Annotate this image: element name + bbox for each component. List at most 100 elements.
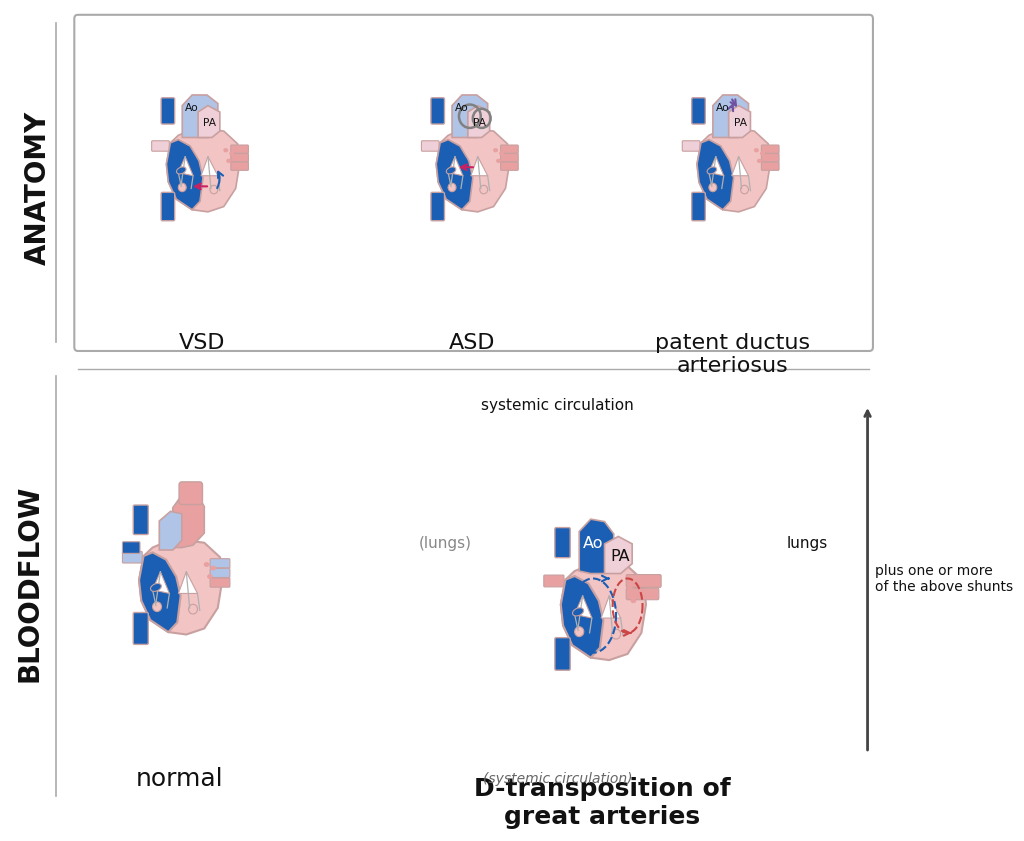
- Circle shape: [188, 605, 198, 614]
- Polygon shape: [697, 140, 733, 209]
- Ellipse shape: [760, 151, 765, 156]
- FancyBboxPatch shape: [692, 98, 706, 124]
- Ellipse shape: [494, 148, 498, 152]
- Text: D-transposition of
great arteries: D-transposition of great arteries: [474, 777, 730, 828]
- FancyBboxPatch shape: [762, 154, 779, 161]
- Polygon shape: [697, 129, 770, 212]
- Polygon shape: [713, 95, 749, 137]
- Circle shape: [709, 183, 717, 192]
- FancyBboxPatch shape: [230, 162, 249, 171]
- FancyBboxPatch shape: [230, 145, 249, 153]
- FancyBboxPatch shape: [762, 162, 779, 171]
- Polygon shape: [201, 156, 218, 176]
- Ellipse shape: [207, 574, 213, 579]
- FancyBboxPatch shape: [422, 140, 439, 151]
- FancyBboxPatch shape: [501, 154, 518, 161]
- Ellipse shape: [572, 608, 584, 616]
- FancyBboxPatch shape: [501, 162, 518, 171]
- FancyBboxPatch shape: [161, 193, 175, 220]
- Polygon shape: [436, 140, 473, 209]
- Text: Ao: Ao: [185, 103, 199, 113]
- Text: (systemic circulation): (systemic circulation): [482, 772, 632, 786]
- FancyBboxPatch shape: [762, 145, 779, 153]
- FancyBboxPatch shape: [627, 588, 658, 600]
- Polygon shape: [709, 156, 724, 176]
- Text: PA: PA: [473, 118, 486, 128]
- Ellipse shape: [627, 586, 633, 591]
- FancyBboxPatch shape: [555, 527, 570, 558]
- Ellipse shape: [631, 598, 636, 603]
- Polygon shape: [468, 106, 489, 137]
- Polygon shape: [449, 156, 463, 176]
- Polygon shape: [732, 156, 749, 176]
- FancyBboxPatch shape: [123, 542, 140, 553]
- Polygon shape: [173, 492, 204, 547]
- Polygon shape: [153, 572, 169, 594]
- Ellipse shape: [176, 167, 186, 174]
- Polygon shape: [580, 519, 613, 574]
- FancyBboxPatch shape: [210, 558, 230, 568]
- Polygon shape: [561, 576, 603, 658]
- Text: normal: normal: [136, 767, 223, 791]
- Circle shape: [611, 629, 621, 639]
- Ellipse shape: [757, 159, 762, 163]
- Polygon shape: [178, 156, 194, 176]
- Circle shape: [480, 185, 487, 193]
- Polygon shape: [604, 537, 632, 574]
- Polygon shape: [182, 95, 218, 137]
- Ellipse shape: [223, 148, 228, 152]
- Text: PA: PA: [611, 548, 631, 563]
- Circle shape: [574, 627, 584, 637]
- FancyBboxPatch shape: [682, 140, 700, 151]
- Ellipse shape: [708, 167, 717, 174]
- FancyBboxPatch shape: [133, 505, 148, 535]
- Polygon shape: [198, 106, 220, 137]
- Text: Ao: Ao: [455, 103, 469, 113]
- Ellipse shape: [496, 159, 501, 163]
- FancyBboxPatch shape: [133, 612, 148, 644]
- FancyBboxPatch shape: [501, 145, 518, 153]
- Ellipse shape: [204, 562, 209, 567]
- Text: plus one or more
of the above shunts: plus one or more of the above shunts: [874, 563, 1013, 594]
- Polygon shape: [139, 553, 180, 632]
- Text: ANATOMY: ANATOMY: [25, 110, 52, 265]
- Ellipse shape: [151, 584, 162, 591]
- Polygon shape: [729, 106, 751, 137]
- FancyBboxPatch shape: [75, 15, 872, 351]
- Ellipse shape: [754, 148, 759, 152]
- Polygon shape: [178, 572, 198, 594]
- Ellipse shape: [446, 167, 456, 174]
- Text: systemic circulation: systemic circulation: [481, 398, 634, 413]
- Ellipse shape: [229, 151, 234, 156]
- Text: PA: PA: [734, 118, 748, 128]
- Polygon shape: [561, 563, 646, 660]
- Polygon shape: [452, 95, 487, 137]
- Ellipse shape: [499, 151, 504, 156]
- Ellipse shape: [634, 590, 640, 595]
- FancyBboxPatch shape: [555, 637, 570, 670]
- Polygon shape: [436, 129, 509, 212]
- Circle shape: [740, 185, 749, 193]
- FancyBboxPatch shape: [179, 482, 203, 505]
- FancyBboxPatch shape: [692, 193, 706, 220]
- FancyBboxPatch shape: [210, 569, 230, 578]
- FancyBboxPatch shape: [627, 574, 662, 587]
- FancyBboxPatch shape: [544, 575, 564, 587]
- Text: (lungs): (lungs): [419, 536, 471, 551]
- Text: VSD: VSD: [179, 333, 225, 352]
- Polygon shape: [139, 540, 222, 634]
- Polygon shape: [601, 595, 621, 618]
- FancyBboxPatch shape: [123, 552, 142, 563]
- Text: ASD: ASD: [449, 333, 495, 352]
- Polygon shape: [574, 595, 592, 618]
- FancyBboxPatch shape: [230, 154, 249, 161]
- Polygon shape: [471, 156, 487, 176]
- FancyBboxPatch shape: [161, 98, 175, 124]
- Text: Ao: Ao: [583, 537, 603, 552]
- Circle shape: [210, 185, 218, 193]
- Polygon shape: [167, 140, 203, 209]
- Text: PA: PA: [204, 118, 216, 128]
- FancyBboxPatch shape: [210, 578, 230, 587]
- Text: BLOODFLOW: BLOODFLOW: [15, 485, 43, 683]
- Circle shape: [178, 183, 186, 192]
